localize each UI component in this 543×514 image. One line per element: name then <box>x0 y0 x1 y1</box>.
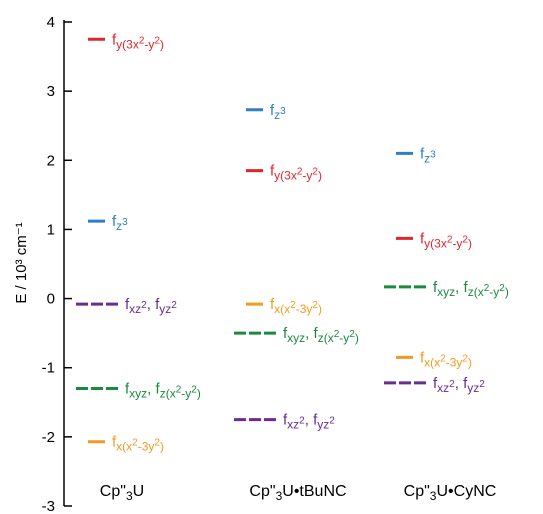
energy-level-label: fx(x2-3y2) <box>112 434 164 454</box>
energy-level-label: fz3 <box>270 102 286 122</box>
y-tick-label: -1 <box>42 360 55 377</box>
column-label: Cp"3U•tBuNC <box>249 483 346 503</box>
energy-level-label: fxz2, fyz2 <box>283 412 335 432</box>
energy-level-label: fx(x2-3y2) <box>270 296 322 316</box>
energy-level-label: fx(x2-3y2) <box>420 349 472 369</box>
energy-level-label: fy(3x2-y2) <box>112 31 164 51</box>
energy-level-label: fxz2, fyz2 <box>433 375 485 395</box>
energy-levels: fy(3x2-y2) fz3 fxz2, fyz2 fxyz, fz(x2-y2) fx… <box>76 31 509 454</box>
y-tick-label: 0 <box>47 291 55 308</box>
energy-level-label: fy(3x2-y2) <box>420 230 472 250</box>
column-label: Cp"3U <box>100 483 144 503</box>
y-tick-label: -2 <box>42 429 55 446</box>
energy-level-label: fxyz, fz(x2-y2) <box>283 325 359 345</box>
y-tick-label: -3 <box>42 498 55 514</box>
y-tick-label: 4 <box>47 14 55 31</box>
energy-level-label: fxz2, fyz2 <box>125 296 177 316</box>
y-tick-label: 3 <box>47 83 55 100</box>
energy-level-label: fy(3x2-y2) <box>270 163 322 183</box>
y-axis-ticks: 4 3 2 1 0 -1 -2 -3 <box>42 14 72 514</box>
energy-level-label: fz3 <box>420 145 436 165</box>
y-axis-title: E / 10³ cm⁻¹ <box>13 222 30 303</box>
energy-level-label: fxyz, fz(x2-y2) <box>125 380 201 400</box>
energy-level-label: fz3 <box>112 213 128 233</box>
energy-level-label: fxyz, fz(x2-y2) <box>433 279 509 299</box>
y-tick-label: 1 <box>47 221 55 238</box>
y-tick-label: 2 <box>47 152 55 169</box>
column-labels: Cp"3U Cp"3U•tBuNC Cp"3U•CyNC <box>100 483 497 503</box>
column-label: Cp"3U•CyNC <box>404 483 497 503</box>
